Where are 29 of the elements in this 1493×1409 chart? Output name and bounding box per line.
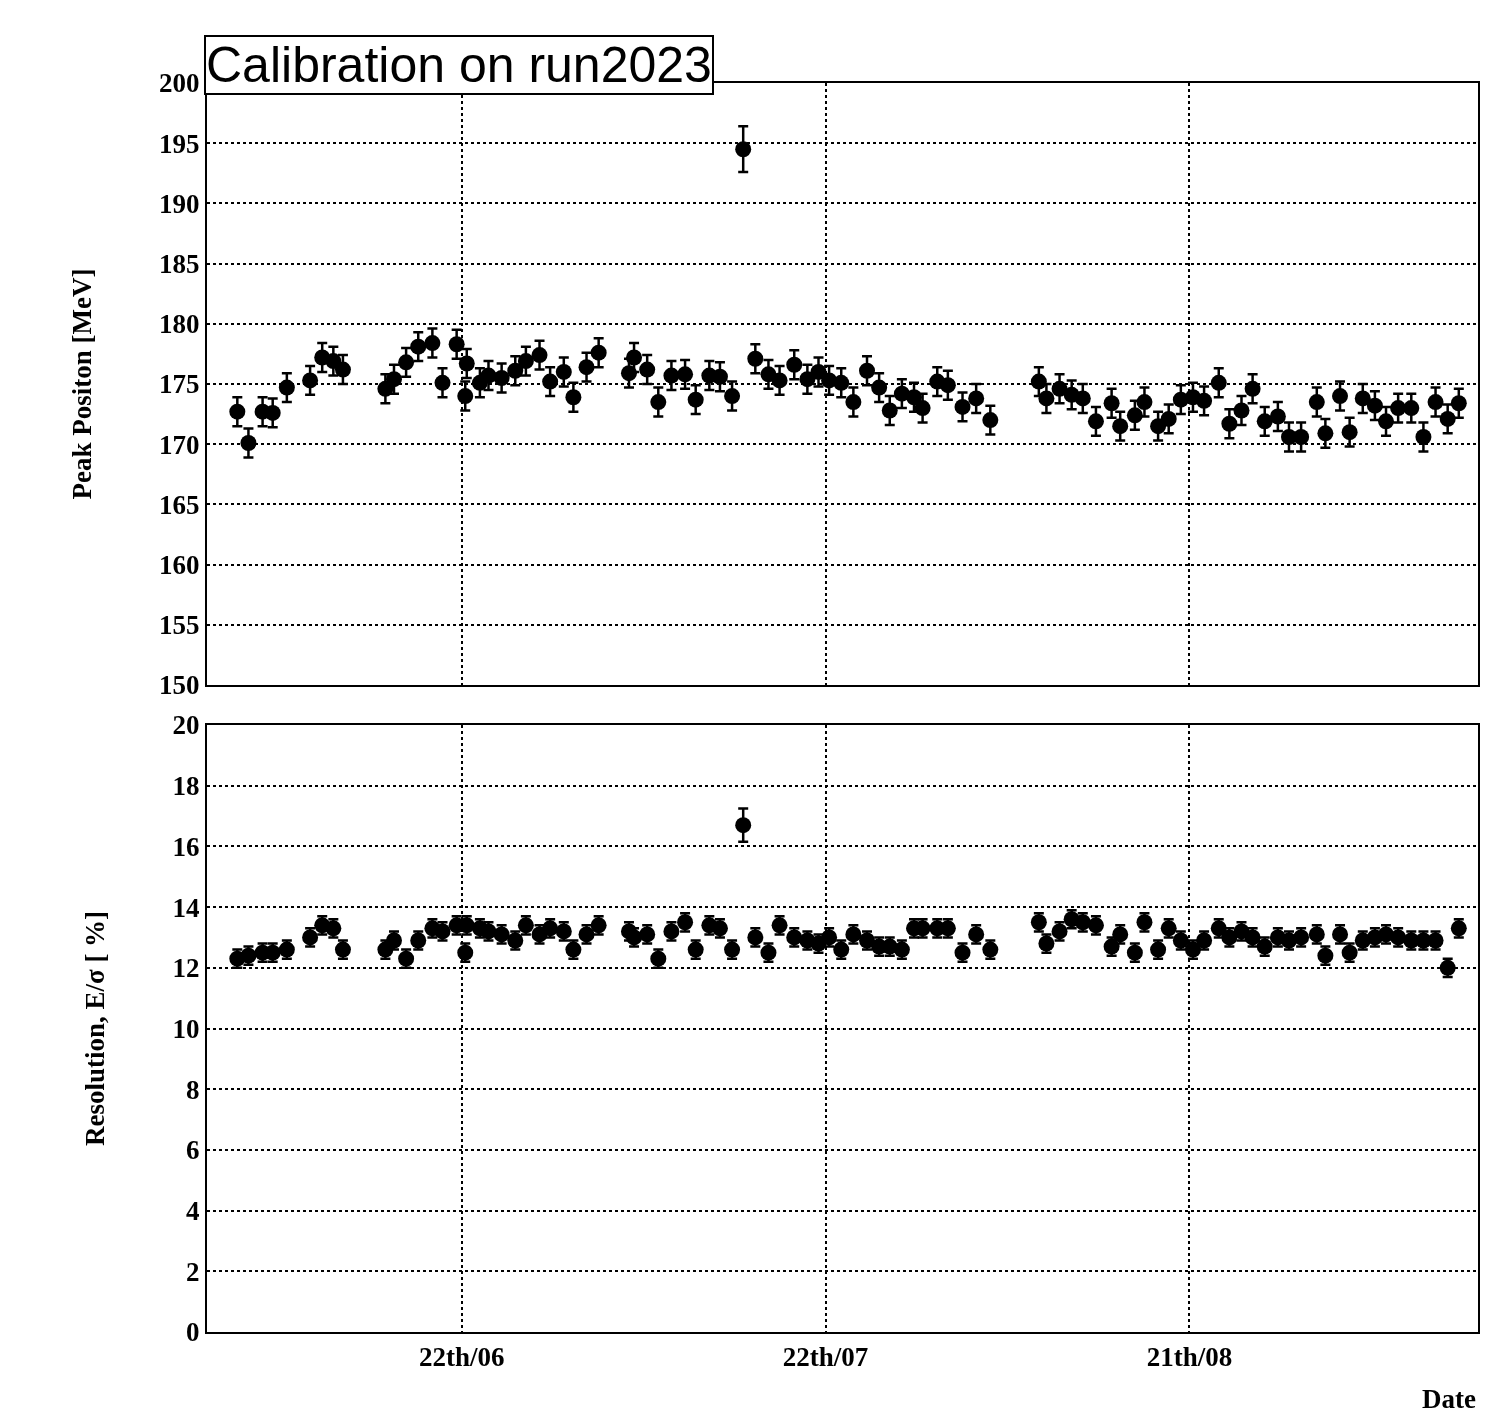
y-tick-label: 18 xyxy=(172,771,200,802)
y-tick-label: 14 xyxy=(172,892,200,923)
y-tick-label: 20 xyxy=(172,710,200,741)
y-axis-title: Peak Positon [MeV] xyxy=(66,268,97,500)
y-tick-label: 6 xyxy=(186,1135,200,1166)
y-tick-label: 4 xyxy=(186,1196,200,1227)
x-tick-label: 21th/08 xyxy=(1146,1342,1233,1373)
y-tick-label: 12 xyxy=(172,953,200,984)
x-tick-label: 22th/06 xyxy=(418,1342,505,1373)
y-tick-label: 185 xyxy=(159,249,200,280)
y-tick-label: 180 xyxy=(159,309,200,340)
y-tick-label: 165 xyxy=(159,489,200,520)
y-tick-label: 8 xyxy=(186,1074,200,1105)
y-tick-label: 16 xyxy=(172,831,200,862)
y-tick-label: 175 xyxy=(159,369,200,400)
x-tick-label: 22th/07 xyxy=(782,1342,869,1373)
y-tick-label: 160 xyxy=(159,550,200,581)
y-tick-label: 170 xyxy=(159,429,200,460)
y-tick-label: 200 xyxy=(159,68,200,99)
y-axis-title: Resolution, E/σ [ %] xyxy=(80,910,111,1147)
chart-title: Calibration on run2023 xyxy=(206,37,712,93)
y-tick-label: 150 xyxy=(159,670,200,701)
y-tick-label: 2 xyxy=(186,1256,200,1287)
y-tick-label: 155 xyxy=(159,610,200,641)
y-tick-label: 190 xyxy=(159,188,200,219)
y-tick-label: 10 xyxy=(172,1013,200,1044)
x-axis-title: Date xyxy=(1422,1384,1476,1409)
y-tick-label: 0 xyxy=(186,1317,200,1348)
y-tick-label: 195 xyxy=(159,128,200,159)
